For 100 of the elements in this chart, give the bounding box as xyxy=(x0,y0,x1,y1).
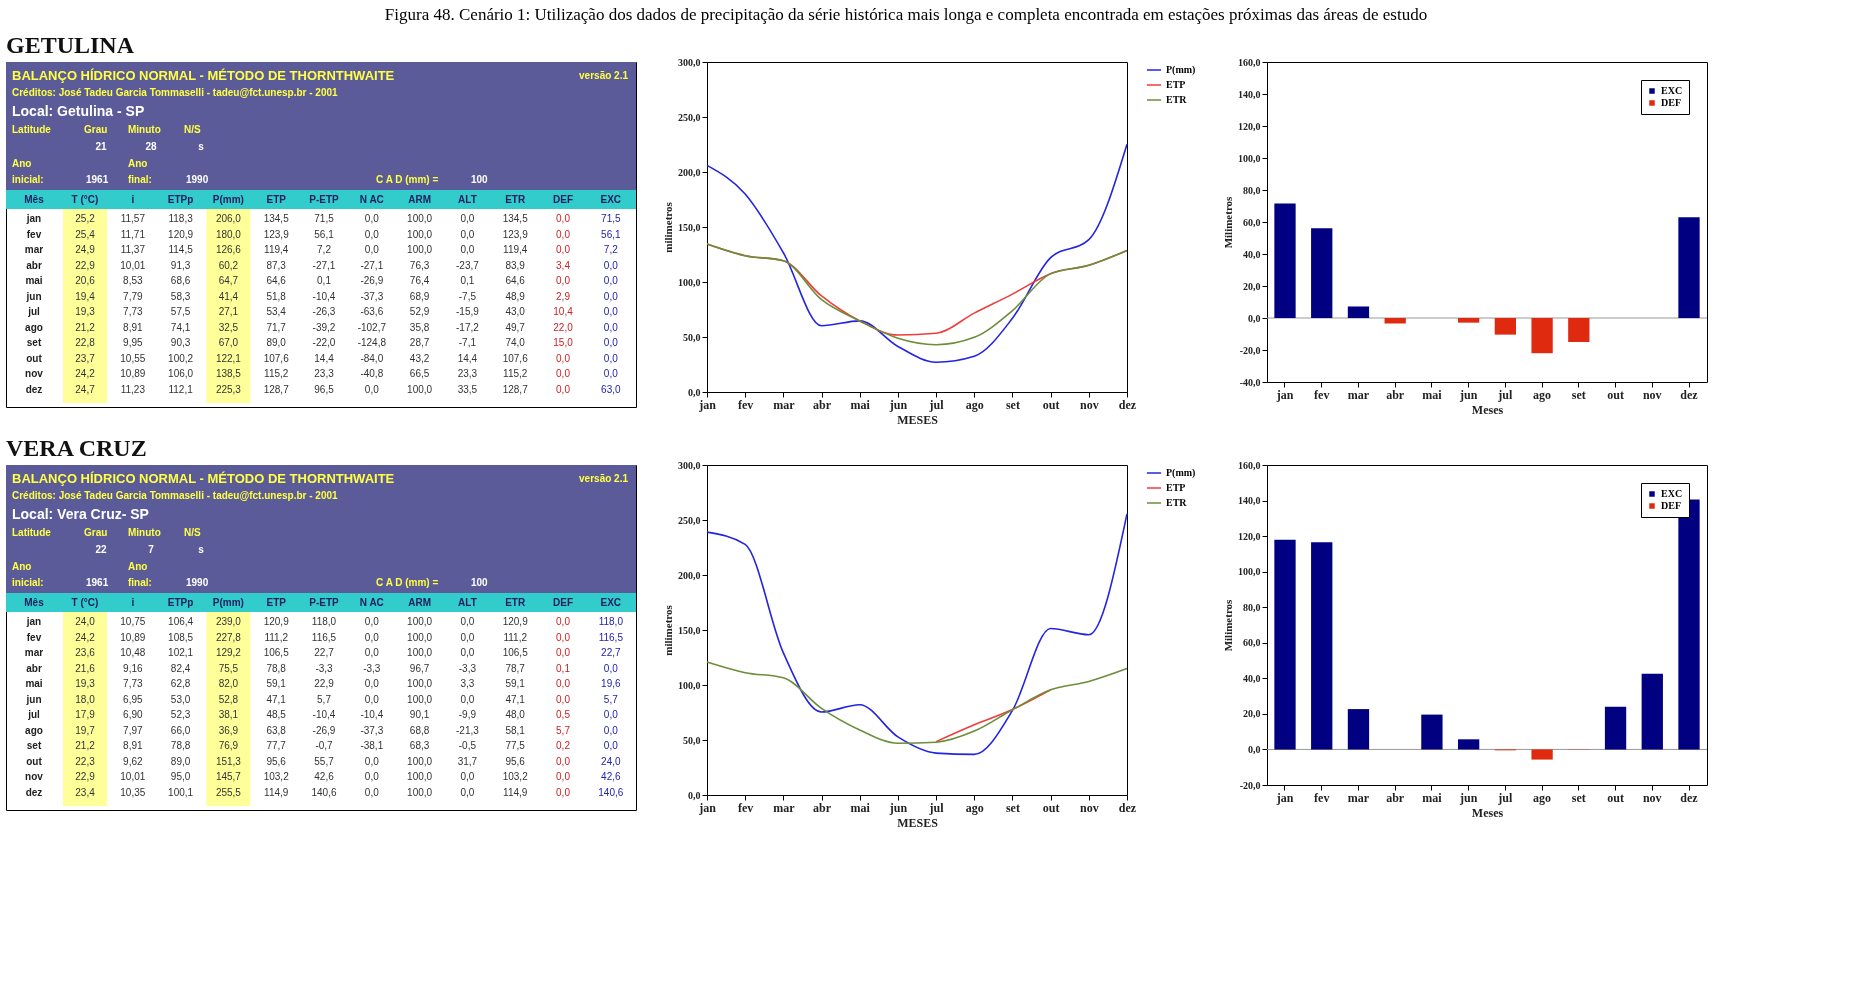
text: 10,48 xyxy=(120,647,146,658)
x-tick-label: nov xyxy=(1079,800,1099,815)
text: 100,0 xyxy=(407,647,433,658)
text: 51,8 xyxy=(266,290,286,302)
x-tick-label: nov xyxy=(1079,397,1099,412)
text: 10,01 xyxy=(120,771,146,782)
x-tick-label: jun xyxy=(1458,387,1478,402)
text: 120,9 xyxy=(168,228,194,240)
text: 22,0 xyxy=(553,321,573,333)
x-tick-label: out xyxy=(1607,790,1624,805)
category-label: ETP xyxy=(266,597,287,608)
y-tick-label: -20,0 xyxy=(1239,779,1261,791)
text: -21,3 xyxy=(456,724,479,736)
text: 20,6 xyxy=(75,275,95,286)
text: 58,1 xyxy=(505,724,525,736)
legend-label: DEF xyxy=(1661,97,1681,108)
bar xyxy=(1568,318,1590,342)
x-tick-label: abr xyxy=(1386,387,1405,402)
x-axis-title: Meses xyxy=(1471,805,1504,820)
x-tick-label: jan xyxy=(1275,387,1294,402)
text: -27,1 xyxy=(360,259,384,271)
text: 0,0 xyxy=(556,275,570,286)
text: -0,7 xyxy=(315,740,333,751)
y-axis-title: Milimetros xyxy=(1222,195,1234,249)
text: 77,5 xyxy=(505,740,525,751)
text: 100,0 xyxy=(407,693,433,705)
text: 22,9 xyxy=(314,678,334,689)
text: 32,5 xyxy=(218,321,239,333)
text: 66,5 xyxy=(409,368,430,379)
text: 0,0 xyxy=(460,213,475,224)
x-tick-label: mar xyxy=(1347,790,1370,805)
y-tick-label: 100,0 xyxy=(1238,566,1261,578)
text: 11,23 xyxy=(120,383,145,395)
text: 106,5 xyxy=(263,647,289,658)
text: 82,0 xyxy=(218,678,239,689)
text: 10,89 xyxy=(120,631,146,643)
x-tick-label: dez xyxy=(1118,397,1137,412)
x-tick-label: jul xyxy=(928,800,945,815)
text: -10,4 xyxy=(312,290,336,302)
x-tick-label: abr xyxy=(1386,790,1405,805)
text: BALANÇO HÍDRICO NORMAL - MÉTODO DE THORNTHWAITE xyxy=(12,68,395,83)
text: -22,0 xyxy=(312,337,336,348)
text: 114,5 xyxy=(168,244,193,255)
text: N/S xyxy=(184,124,201,135)
text: 1961 xyxy=(86,174,109,185)
text: 9,16 xyxy=(123,662,143,674)
bar xyxy=(1274,203,1296,318)
text: 52,3 xyxy=(170,709,191,720)
line-series xyxy=(706,661,1128,744)
text: 21,2 xyxy=(75,740,95,751)
y-tick-label: 0,0 xyxy=(688,386,701,398)
legend-label: ETP xyxy=(1166,79,1186,90)
text: 28 xyxy=(145,141,157,152)
text: 145,7 xyxy=(215,771,241,782)
y-axis-title: milimetros xyxy=(662,604,674,656)
text: 0,0 xyxy=(556,647,570,658)
category-label: Mês xyxy=(24,194,45,205)
text: 19,3 xyxy=(75,678,95,689)
text: 22,7 xyxy=(314,647,334,658)
text: -15,9 xyxy=(456,306,479,317)
text: 23,3 xyxy=(314,368,334,379)
text: 100,0 xyxy=(407,771,433,782)
x-tick-label: jan xyxy=(698,397,717,412)
category-label: mar xyxy=(24,647,44,658)
x-tick-label: ago xyxy=(1533,790,1552,805)
bar xyxy=(1347,709,1370,750)
text: 128,7 xyxy=(263,383,289,395)
x-tick-label: dez xyxy=(1680,790,1699,805)
text: -17,2 xyxy=(456,321,479,333)
text: 0,0 xyxy=(460,786,475,798)
text: 76,4 xyxy=(409,275,430,286)
text: 19,7 xyxy=(75,724,95,736)
text: -3,3 xyxy=(315,662,333,674)
text: 1961 xyxy=(86,577,109,588)
text: 140,6 xyxy=(598,786,624,798)
text: -10,4 xyxy=(312,709,336,720)
x-tick-label: set xyxy=(1005,800,1020,815)
category-label: ETP xyxy=(266,194,287,205)
text: 23,7 xyxy=(75,352,95,364)
legend-label: P(mm) xyxy=(1166,64,1196,76)
text: 71,5 xyxy=(601,213,621,224)
category-label: mai xyxy=(25,275,43,286)
x-tick-label: fev xyxy=(738,397,754,412)
text: 22,7 xyxy=(601,647,621,658)
text: 102,1 xyxy=(168,647,194,658)
x-tick-label: jun xyxy=(888,800,908,815)
text: 106,4 xyxy=(168,616,194,627)
category-label: mar xyxy=(24,244,44,255)
category-label: T (°C) xyxy=(71,597,99,608)
text: 116,5 xyxy=(598,631,623,643)
text: 227,8 xyxy=(215,631,241,643)
text: 90,3 xyxy=(170,337,191,348)
category-label: i xyxy=(131,597,135,608)
text: 68,6 xyxy=(170,275,191,286)
text: 119,4 xyxy=(503,244,528,255)
text: 0,0 xyxy=(364,647,379,658)
text: 255,5 xyxy=(215,786,241,798)
x-tick-label: out xyxy=(1042,800,1060,815)
category-label: jan xyxy=(26,616,42,627)
text: 48,5 xyxy=(266,709,286,720)
